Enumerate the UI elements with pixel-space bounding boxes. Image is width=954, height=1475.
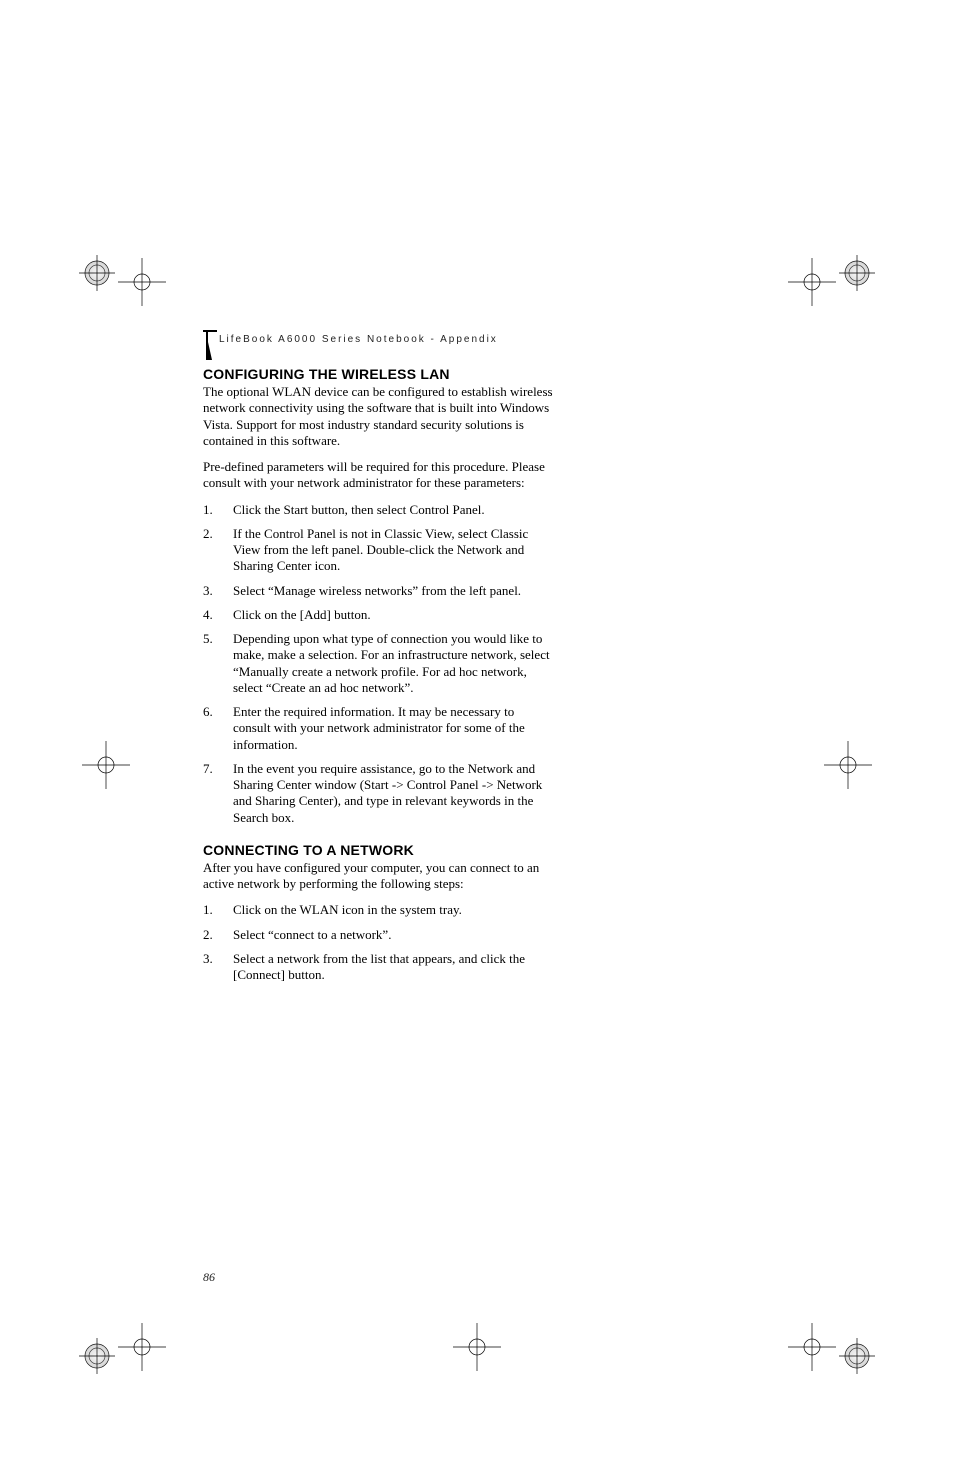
crosshair-icon [112,252,172,312]
list-text: Select “connect to a network”. [233,927,391,942]
running-header-text: LifeBook A6000 Series Notebook - Appendi… [219,334,498,345]
section-title: CONFIGURING THE WIRELESS LAN [203,366,554,382]
list-number: 4. [203,607,227,623]
header-bracket-icon [203,330,217,354]
list-text: Click on the [Add] button. [233,607,371,622]
crosshair-icon [112,1317,172,1377]
list-item: 3. Select a network from the list that ap… [203,951,554,984]
list-item: 5. Depending upon what type of connection… [203,631,554,696]
crosshair-icon [818,735,878,795]
list-number: 6. [203,704,227,720]
list-number: 2. [203,927,227,943]
list-item: 4. Click on the [Add] button. [203,607,554,623]
list-text: Enter the required information. It may b… [233,704,525,752]
list-number: 7. [203,761,227,777]
crosshair-icon [782,252,842,312]
section-title: CONNECTING TO A NETWORK [203,842,554,858]
crosshair-icon [782,1317,842,1377]
body-paragraph: After you have configured your computer,… [203,860,554,893]
crosshair-icon [447,1317,507,1377]
page-number: 86 [203,1270,215,1285]
list-item: 7. In the event you require assistance, g… [203,761,554,826]
body-paragraph: The optional WLAN device can be configur… [203,384,554,449]
list-number: 1. [203,502,227,518]
content-column: CONFIGURING THE WIRELESS LAN The optiona… [203,366,554,993]
list-number: 5. [203,631,227,647]
list-text: Select “Manage wireless networks” from t… [233,583,521,598]
list-text: Click on the WLAN icon in the system tra… [233,902,462,917]
crosshair-icon [76,735,136,795]
list-text: In the event you require assistance, go … [233,761,542,825]
registration-mark-icon [836,1335,878,1377]
list-text: Click the Start button, then select Cont… [233,502,485,517]
list-item: 6. Enter the required information. It may… [203,704,554,753]
list-number: 1. [203,902,227,918]
list-item: 3. Select “Manage wireless networks” from… [203,583,554,599]
list-item: 1. Click the Start button, then select Co… [203,502,554,518]
list-number: 3. [203,583,227,599]
body-paragraph: Pre-defined parameters will be required … [203,459,554,492]
ordered-list: 1. Click on the WLAN icon in the system t… [203,902,554,983]
registration-mark-icon [836,252,878,294]
list-item: 1. Click on the WLAN icon in the system t… [203,902,554,918]
list-number: 2. [203,526,227,542]
list-item: 2. Select “connect to a network”. [203,927,554,943]
page: LifeBook A6000 Series Notebook - Appendi… [0,0,954,1475]
list-number: 3. [203,951,227,967]
list-text: Depending upon what type of connection y… [233,631,550,695]
ordered-list: 1. Click the Start button, then select Co… [203,502,554,826]
list-text: Select a network from the list that appe… [233,951,525,982]
running-header: LifeBook A6000 Series Notebook - Appendi… [203,336,554,352]
list-item: 2. If the Control Panel is not in Classic… [203,526,554,575]
list-text: If the Control Panel is not in Classic V… [233,526,528,574]
